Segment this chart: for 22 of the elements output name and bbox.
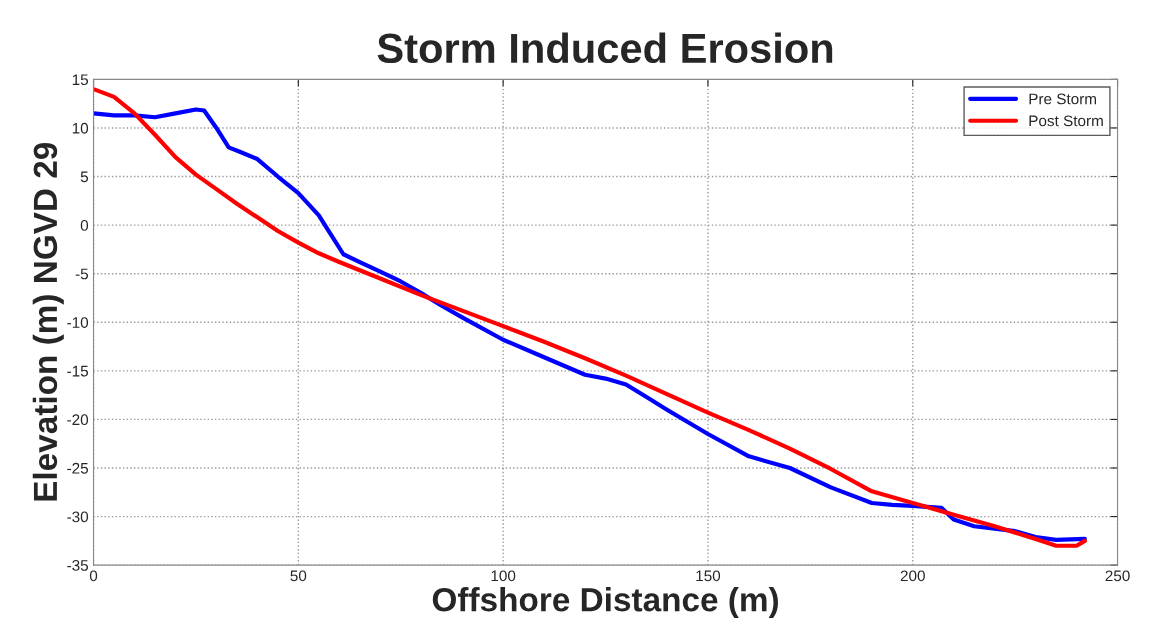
y-tick-label: 10 [72, 122, 89, 134]
x-tick-label: 0 [89, 570, 98, 582]
y-tick-label: -5 [75, 268, 89, 280]
legend-label: Post Storm [1029, 115, 1103, 127]
y-tick-label: -30 [67, 511, 89, 523]
y-tick-label: 0 [80, 219, 89, 231]
y-axis-title: Elevation (m) NGVD 29 [32, 142, 64, 501]
y-tick-label: -10 [67, 317, 89, 328]
y-tick-label: -15 [67, 365, 89, 377]
y-tick-label: 5 [80, 171, 89, 183]
x-tick-label: 250 [1105, 570, 1130, 582]
y-tick-label: 15 [72, 74, 89, 86]
chart-title: Storm Induced Erosion [377, 32, 833, 64]
y-tick-label: -25 [67, 462, 89, 474]
x-axis-title: Offshore Distance (m) [432, 587, 778, 619]
y-tick-label: -20 [67, 414, 89, 426]
legend-label: Pre Storm [1029, 93, 1097, 105]
x-tick-label: 50 [290, 570, 307, 582]
x-tick-label: 150 [696, 570, 721, 582]
x-tick-label: 200 [900, 570, 925, 582]
x-tick-label: 100 [491, 570, 516, 582]
y-tick-label: -35 [67, 560, 89, 571]
